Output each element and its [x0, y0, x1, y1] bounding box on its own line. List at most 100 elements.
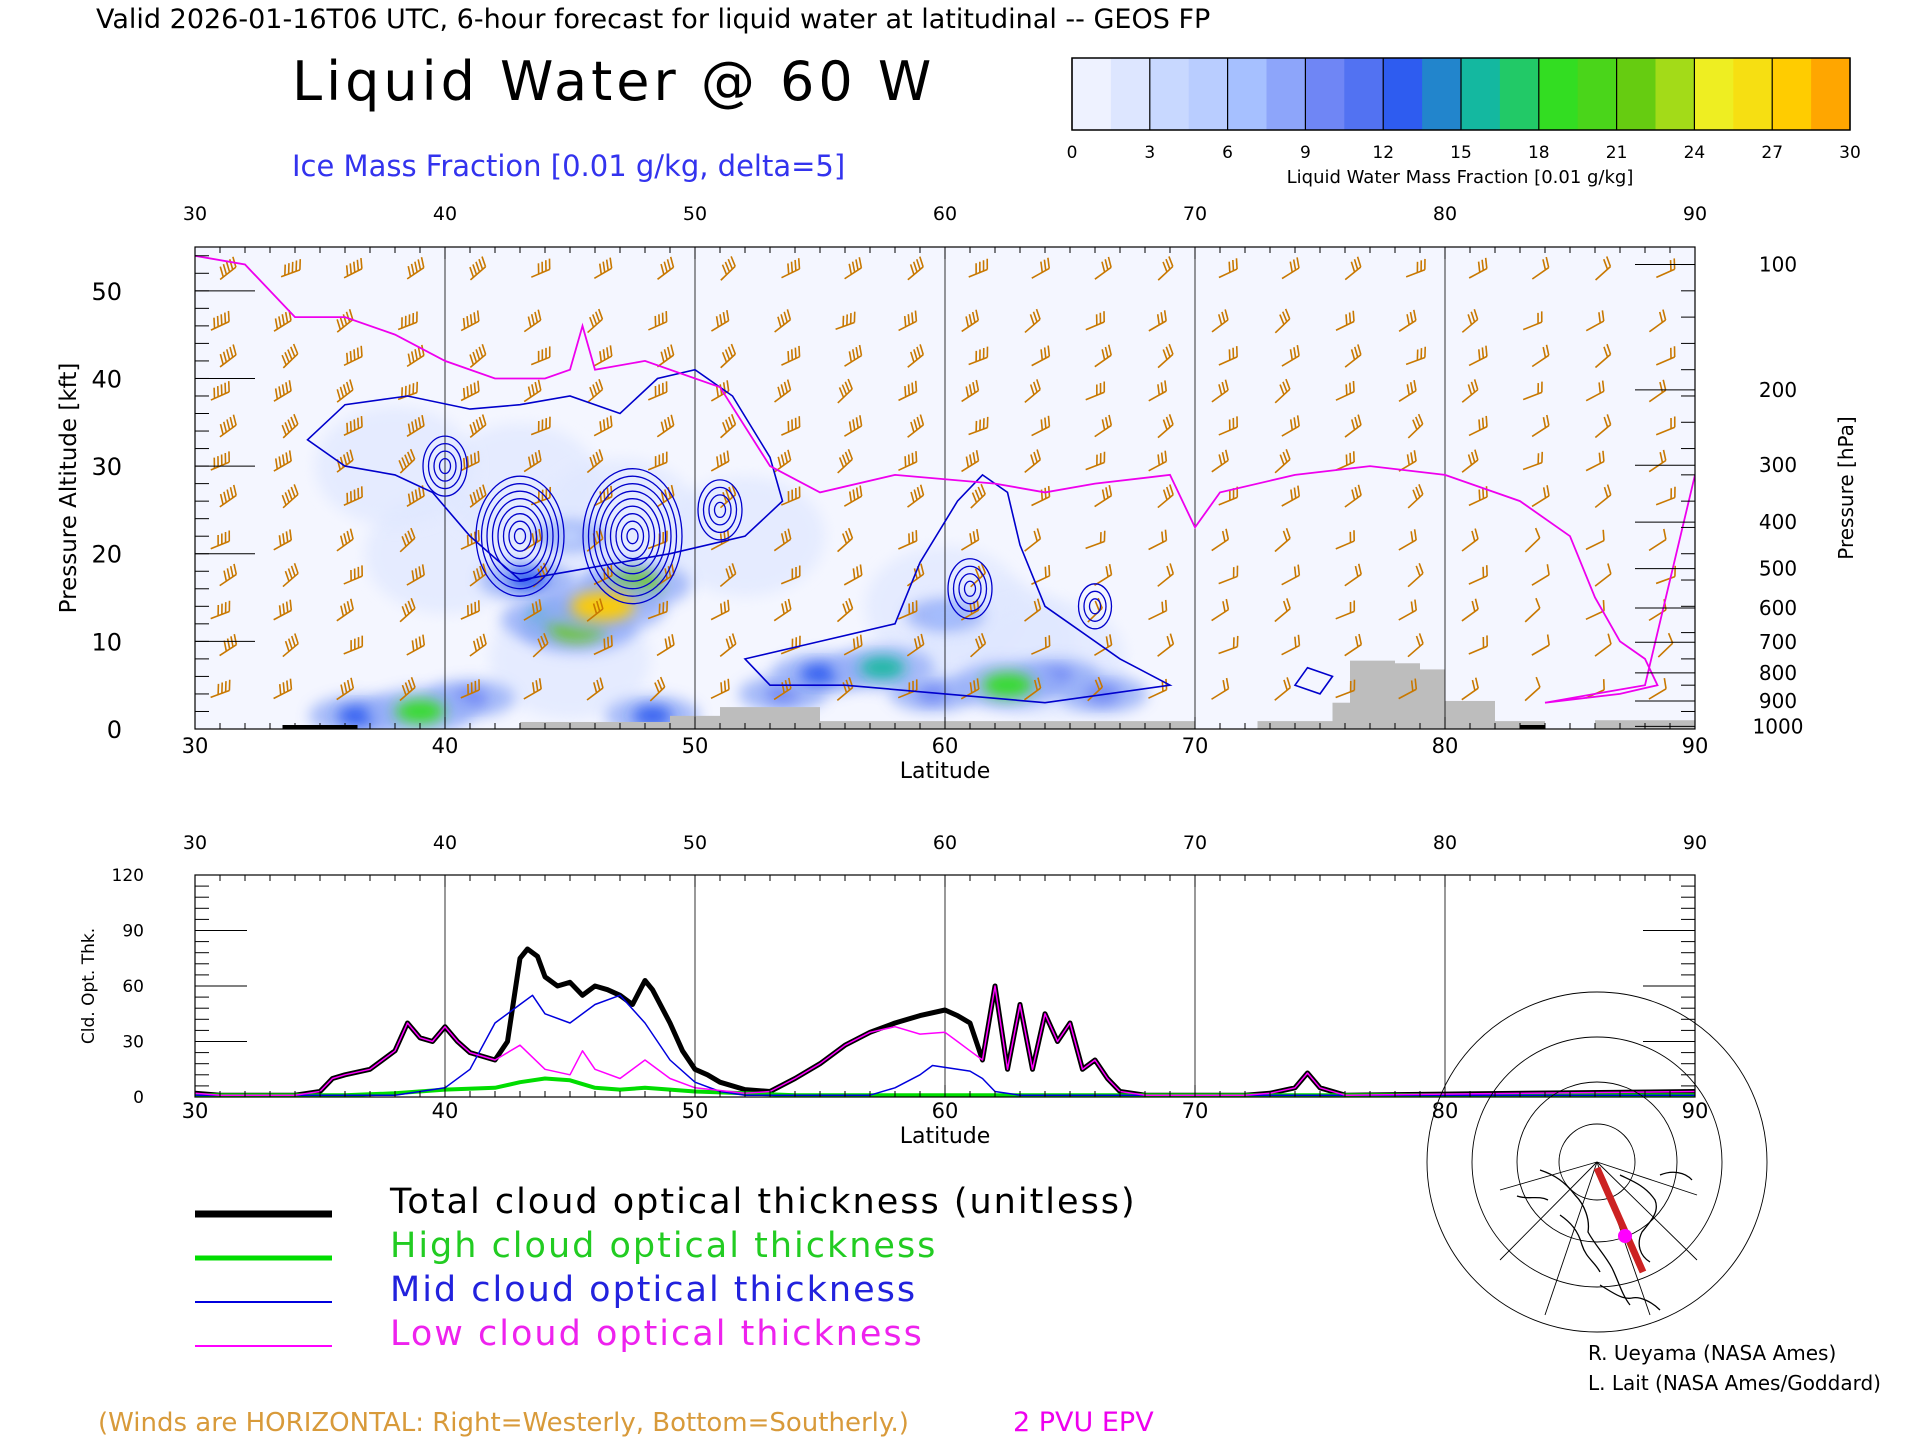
wind-barb [593, 345, 613, 367]
ice-contour-ring [1077, 583, 1113, 630]
wind-barb [343, 416, 363, 436]
topography-block [1395, 663, 1420, 729]
colorbar-segment [1616, 58, 1695, 130]
wind-barb [530, 346, 551, 366]
wind-barb [460, 450, 480, 472]
wind-barb [961, 379, 980, 403]
wind-barb [1468, 635, 1489, 655]
wind-barb [970, 483, 986, 509]
pressure-tick-label: 800 [1759, 661, 1797, 685]
colorbar-segment [1772, 58, 1851, 130]
wind-barb [656, 634, 675, 657]
wind-barb [1274, 449, 1291, 474]
wind-barb [1522, 451, 1544, 471]
wind-barb [530, 258, 551, 278]
wind-barb [647, 381, 668, 401]
wind-barb [1655, 416, 1676, 436]
wind-barb [273, 678, 293, 700]
x-tick-label: 60 [932, 734, 959, 758]
legend: Total cloud optical thickness (unitless)… [195, 1182, 1135, 1354]
colorbar-segment [1072, 58, 1151, 130]
x-tick-label: 40 [432, 734, 459, 758]
ice-contour-ring [626, 528, 639, 545]
wind-barb [1157, 256, 1174, 281]
ice-contour-ring [475, 475, 565, 597]
colorbar-segment [1461, 58, 1540, 130]
wind-barb [343, 486, 363, 506]
wind-barb [586, 598, 604, 622]
wind-barb [1023, 677, 1042, 701]
wind-barb [281, 484, 299, 509]
x-tick-label-top: 60 [933, 832, 957, 854]
wind-barb [1344, 484, 1362, 508]
series-line-low [195, 985, 1695, 1096]
wind-barb [399, 676, 416, 702]
wind-barb [1407, 562, 1424, 588]
x-tick-label-top: 80 [1433, 203, 1457, 225]
wind-barb [586, 677, 604, 701]
pressure-tick-label: 600 [1759, 596, 1797, 620]
wind-barb [1405, 346, 1427, 366]
colorbar-segment [1227, 58, 1306, 130]
wind-barb [1648, 449, 1667, 473]
colorbar-segment [1305, 58, 1384, 130]
optical-thickness-panel: 30 30 40 40 50 50 60 60 70 70 80 80 90 90 0 30 60 90 120 L… [79, 832, 1708, 1149]
wind-barb [907, 484, 925, 508]
wind-barb [593, 257, 613, 279]
colorbar-tick-label: 21 [1606, 143, 1628, 163]
wind-barb [1468, 486, 1488, 507]
wind-barb [1344, 563, 1362, 587]
wind-barb [710, 599, 730, 621]
x-tick-label-top: 70 [1183, 203, 1207, 225]
wind-barb [336, 677, 355, 701]
legend-low: Low cloud optical thickness [390, 1314, 924, 1354]
wind-barb [1031, 345, 1051, 367]
wind-barb [1335, 530, 1356, 550]
wind-barb [1274, 378, 1291, 404]
colorbar-segment-shade [1577, 58, 1617, 130]
wind-barb [1461, 677, 1479, 701]
y-tick-label: 40 [91, 365, 122, 393]
liquid-water-blob [556, 528, 584, 544]
wind-barb [1585, 310, 1605, 332]
wind-barb [968, 258, 989, 278]
wind-barb [1148, 310, 1167, 332]
wind-barb [219, 633, 238, 657]
map-coastlines [1516, 1169, 1693, 1311]
wind-barb [1094, 344, 1112, 368]
page-title: Liquid Water @ 60 W [292, 50, 935, 113]
wind-barb [1335, 310, 1355, 331]
wind-barb [906, 633, 925, 657]
colorbar-tick-label: 6 [1222, 143, 1233, 163]
pressure-tick-label: 400 [1759, 510, 1797, 534]
wind-barb [343, 257, 363, 279]
ice-contour-ring [433, 450, 457, 482]
wind-barb [1655, 486, 1676, 506]
y-tick-label-bottom: 0 [133, 1088, 144, 1108]
y-axis-label-right: Pressure [hPa] [1834, 416, 1858, 559]
wind-barb [523, 599, 542, 621]
wind-barb [593, 415, 613, 437]
wind-barb [1594, 414, 1612, 439]
pressure-tick-label: 500 [1759, 557, 1797, 581]
wind-barb [336, 449, 354, 473]
wind-barb [1344, 256, 1362, 281]
colorbar-segment-shade [1733, 58, 1773, 130]
ice-contour-ring [708, 494, 732, 526]
wind-barb [460, 310, 480, 332]
ice-contour-ring [508, 520, 532, 552]
colorbar-segment-shade [1188, 58, 1228, 130]
wind-barb [1094, 634, 1113, 656]
wind-barb [1335, 600, 1356, 620]
liquid-water-blob [632, 705, 673, 726]
optical-thickness-lines [195, 946, 1695, 1097]
ice-contour-ring [587, 475, 678, 597]
pressure-tick-label: 200 [1759, 378, 1797, 402]
wind-barb [586, 449, 604, 474]
wind-barb [1148, 529, 1168, 551]
wind-barb [1274, 308, 1291, 334]
wind-barb [1522, 381, 1543, 401]
colorbar-tick-label: 27 [1761, 143, 1783, 163]
x-tick-label-top: 90 [1683, 203, 1707, 225]
